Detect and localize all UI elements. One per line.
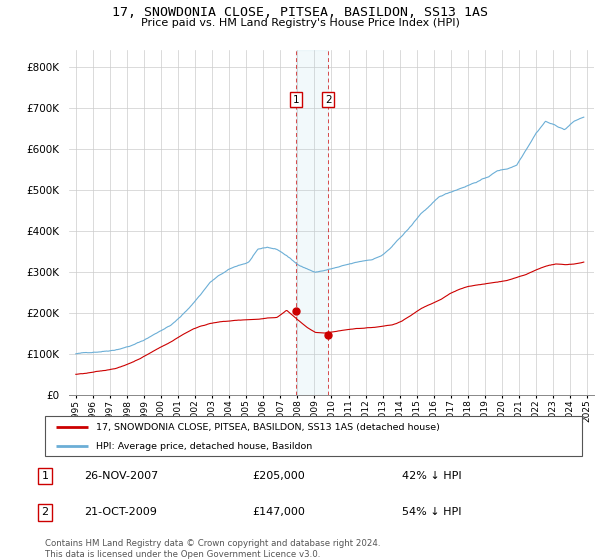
Text: 42% ↓ HPI: 42% ↓ HPI — [402, 471, 461, 481]
Text: 1: 1 — [41, 471, 49, 481]
Text: 17, SNOWDONIA CLOSE, PITSEA, BASILDON, SS13 1AS: 17, SNOWDONIA CLOSE, PITSEA, BASILDON, S… — [112, 6, 488, 18]
Text: Price paid vs. HM Land Registry's House Price Index (HPI): Price paid vs. HM Land Registry's House … — [140, 18, 460, 28]
Bar — [296, 50, 328, 395]
Text: £205,000: £205,000 — [252, 471, 305, 481]
Text: 1: 1 — [292, 95, 299, 105]
Text: Contains HM Land Registry data © Crown copyright and database right 2024.
This d: Contains HM Land Registry data © Crown c… — [45, 539, 380, 559]
Text: 54% ↓ HPI: 54% ↓ HPI — [402, 507, 461, 517]
Text: 2: 2 — [41, 507, 49, 517]
Text: 17, SNOWDONIA CLOSE, PITSEA, BASILDON, SS13 1AS (detached house): 17, SNOWDONIA CLOSE, PITSEA, BASILDON, S… — [96, 423, 440, 432]
Text: 2: 2 — [325, 95, 331, 105]
Text: HPI: Average price, detached house, Basildon: HPI: Average price, detached house, Basi… — [96, 442, 312, 451]
Text: £147,000: £147,000 — [252, 507, 305, 517]
FancyBboxPatch shape — [45, 416, 582, 456]
Text: 26-NOV-2007: 26-NOV-2007 — [84, 471, 158, 481]
Text: 21-OCT-2009: 21-OCT-2009 — [84, 507, 157, 517]
